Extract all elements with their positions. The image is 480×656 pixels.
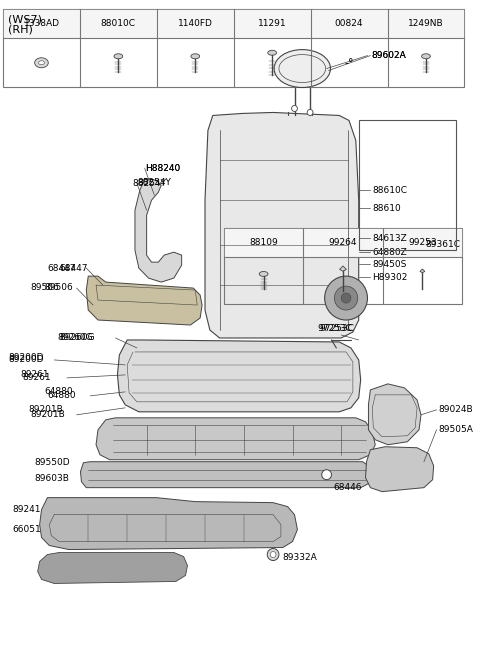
Circle shape <box>270 552 276 558</box>
Ellipse shape <box>421 54 431 59</box>
Ellipse shape <box>114 54 123 59</box>
Text: 89506: 89506 <box>45 283 73 291</box>
Polygon shape <box>135 178 181 282</box>
Text: 89241: 89241 <box>12 505 41 514</box>
Circle shape <box>307 110 313 115</box>
Text: 88109: 88109 <box>249 238 278 247</box>
Polygon shape <box>369 384 421 445</box>
Polygon shape <box>339 266 347 271</box>
Polygon shape <box>37 552 188 583</box>
Text: 89200D: 89200D <box>9 356 44 365</box>
Text: 84613Z: 84613Z <box>372 234 407 243</box>
Text: 88610: 88610 <box>372 204 401 213</box>
Text: 89201B: 89201B <box>28 405 63 415</box>
Circle shape <box>341 293 351 303</box>
Polygon shape <box>81 462 371 487</box>
Text: 66051: 66051 <box>12 525 41 534</box>
Text: H89302: H89302 <box>372 273 408 281</box>
Text: 88254Y: 88254Y <box>132 179 166 188</box>
Text: 89505A: 89505A <box>439 425 473 434</box>
Text: 68446: 68446 <box>334 483 362 492</box>
Text: H88240: H88240 <box>144 164 180 173</box>
Ellipse shape <box>259 272 268 276</box>
Bar <box>224 228 462 304</box>
Text: 88254Y: 88254Y <box>137 178 171 187</box>
Ellipse shape <box>274 50 331 87</box>
Ellipse shape <box>35 58 48 68</box>
Text: 89024B: 89024B <box>439 405 473 415</box>
Text: 89506: 89506 <box>30 283 59 291</box>
Text: -°: -° <box>344 58 354 68</box>
Text: 89201B: 89201B <box>30 410 65 419</box>
Text: 89260G: 89260G <box>57 333 93 342</box>
Text: 1140FD: 1140FD <box>178 19 213 28</box>
Text: 11291: 11291 <box>258 19 287 28</box>
Polygon shape <box>205 112 359 338</box>
Text: 89602A: 89602A <box>372 51 406 60</box>
Text: 89550D: 89550D <box>35 458 71 467</box>
Ellipse shape <box>38 61 44 65</box>
Text: 89260G: 89260G <box>59 333 95 342</box>
Text: 89450S: 89450S <box>372 260 407 269</box>
Ellipse shape <box>268 51 276 55</box>
Text: 64880: 64880 <box>45 387 73 396</box>
Text: 99264: 99264 <box>329 238 357 247</box>
Bar <box>359 121 456 250</box>
Circle shape <box>322 470 332 480</box>
Text: 99253: 99253 <box>408 238 437 247</box>
Polygon shape <box>366 447 433 491</box>
Text: (RH): (RH) <box>9 25 33 35</box>
Text: 64880: 64880 <box>48 392 76 400</box>
Polygon shape <box>40 498 298 550</box>
Text: 97253C: 97253C <box>320 323 355 333</box>
Polygon shape <box>86 276 202 325</box>
Text: 68447: 68447 <box>48 264 76 273</box>
Text: 88010C: 88010C <box>101 19 136 28</box>
Text: 89261: 89261 <box>20 371 49 379</box>
Text: 88610C: 88610C <box>372 186 408 195</box>
Bar <box>224 228 462 257</box>
Text: H88240: H88240 <box>144 164 180 173</box>
Circle shape <box>335 286 358 310</box>
Text: 00824: 00824 <box>335 19 363 28</box>
Text: 89261: 89261 <box>22 373 51 382</box>
Bar <box>3 9 465 39</box>
Polygon shape <box>118 340 360 412</box>
Circle shape <box>324 276 368 320</box>
Text: 68447: 68447 <box>59 264 87 273</box>
Ellipse shape <box>191 54 200 59</box>
Text: (WS7): (WS7) <box>9 14 42 25</box>
Bar <box>3 9 465 87</box>
Text: 89332A: 89332A <box>283 553 318 562</box>
Text: 89602A: 89602A <box>372 51 406 60</box>
Polygon shape <box>420 269 425 273</box>
Text: 89603B: 89603B <box>35 474 70 483</box>
Text: 89361C: 89361C <box>426 239 461 249</box>
Circle shape <box>267 548 279 560</box>
Text: 89200D: 89200D <box>9 354 44 362</box>
Circle shape <box>291 106 298 112</box>
Polygon shape <box>96 418 375 460</box>
Text: 1338AD: 1338AD <box>24 19 60 28</box>
Text: 64880Z: 64880Z <box>372 248 407 256</box>
Text: 1249NB: 1249NB <box>408 19 444 28</box>
Text: 97253C: 97253C <box>317 323 352 333</box>
